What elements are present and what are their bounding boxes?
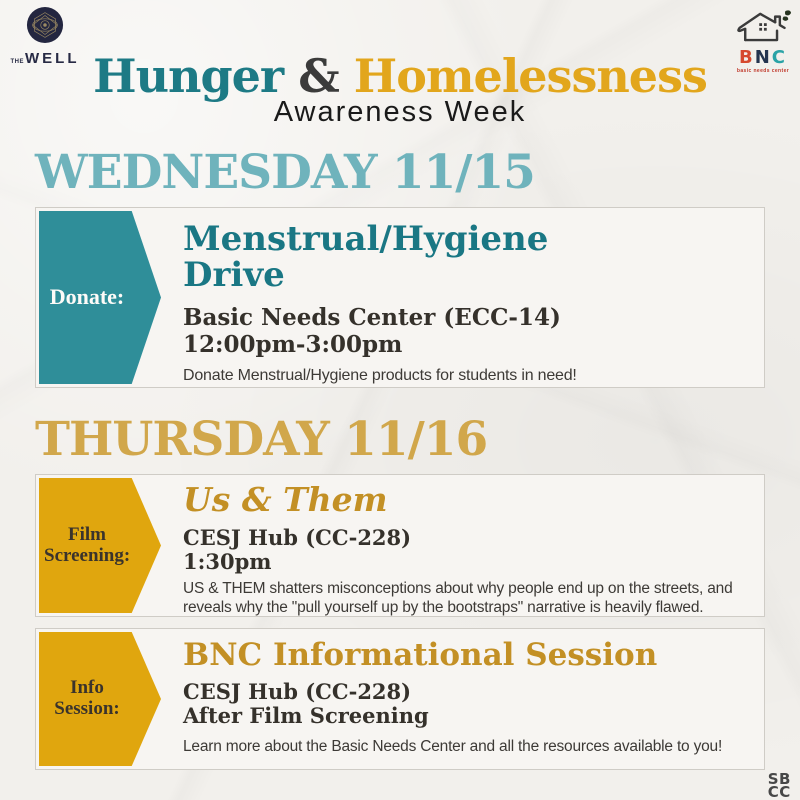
- leaf-icon: [782, 10, 792, 21]
- event-content: Menstrual/Hygiene Drive Basic Needs Cent…: [183, 208, 750, 385]
- page-title: Hunger & Homelessness: [0, 52, 800, 100]
- event-title: Us & Them: [183, 480, 388, 519]
- event-time: After Film Screening: [183, 702, 429, 728]
- page-subtitle: Awareness Week: [273, 96, 527, 129]
- event-content: BNC Informational Session CESJ Hub (CC-2…: [183, 629, 750, 756]
- event-content: Us & Them CESJ Hub (CC-228) 1:30pm US & …: [183, 475, 750, 616]
- well-logo-icon: [26, 6, 64, 44]
- event-tag-label: Film Screening:: [44, 523, 131, 566]
- event-card-us-and-them: Film Screening: Us & Them CESJ Hub (CC-2…: [35, 474, 765, 617]
- bnc-letter-c: C: [771, 47, 788, 68]
- event-description: Donate Menstrual/Hygiene products for st…: [183, 367, 577, 385]
- well-logo-the: THE: [10, 59, 24, 65]
- day-heading-thursday: THURSDAY 11/16: [35, 412, 488, 467]
- bnc-letter-b: B: [738, 47, 755, 68]
- well-logo-wordmark: THE WELL: [10, 50, 80, 67]
- sbcc-line1: SB: [767, 770, 791, 788]
- event-location: CESJ Hub (CC-228): [183, 678, 412, 704]
- title-homelessness: Homelessness: [353, 49, 708, 103]
- event-location: CESJ Hub (CC-228): [183, 524, 412, 550]
- event-title: Menstrual/Hygiene Drive: [183, 219, 549, 295]
- event-description: US & THEM shatters misconceptions about …: [183, 579, 733, 616]
- title-ampersand: &: [298, 49, 340, 103]
- event-tag-label: Donate:: [49, 284, 125, 310]
- day-heading-wednesday: WEDNESDAY 11/15: [35, 145, 536, 200]
- event-tag-label: Info Session:: [54, 677, 120, 719]
- bnc-logo-letters: BNC: [731, 49, 795, 67]
- event-tag-arrow: Donate:: [39, 211, 161, 384]
- sbcc-line2: CC: [767, 783, 791, 800]
- event-time: 12:00pm-3:00pm: [183, 330, 403, 358]
- bnc-house-icon: [737, 10, 792, 42]
- event-card-bnc-informational-session: Info Session: BNC Informational Session …: [35, 628, 765, 770]
- bnc-logo: BNC basic needs center: [731, 8, 795, 74]
- event-card-menstrual-hygiene-drive: Donate: Menstrual/Hygiene Drive Basic Ne…: [35, 207, 765, 388]
- event-time: 1:30pm: [183, 548, 272, 574]
- bnc-logo-tagline: basic needs center: [736, 68, 790, 74]
- event-location: Basic Needs Center (ECC-14): [183, 304, 561, 332]
- header: Hunger & Homelessness Awareness Week: [0, 52, 800, 129]
- event-description: Learn more about the Basic Needs Center …: [183, 737, 723, 755]
- event-tag-arrow: Info Session:: [39, 632, 161, 766]
- event-tag-arrow: Film Screening:: [39, 478, 161, 613]
- event-title: BNC Informational Session: [183, 637, 658, 673]
- well-logo: THE WELL: [10, 6, 80, 67]
- title-hunger: Hunger: [93, 49, 284, 103]
- well-logo-well: WELL: [25, 50, 80, 67]
- sbcc-logo: SB CC: [767, 770, 791, 800]
- bnc-letter-n: N: [754, 47, 772, 68]
